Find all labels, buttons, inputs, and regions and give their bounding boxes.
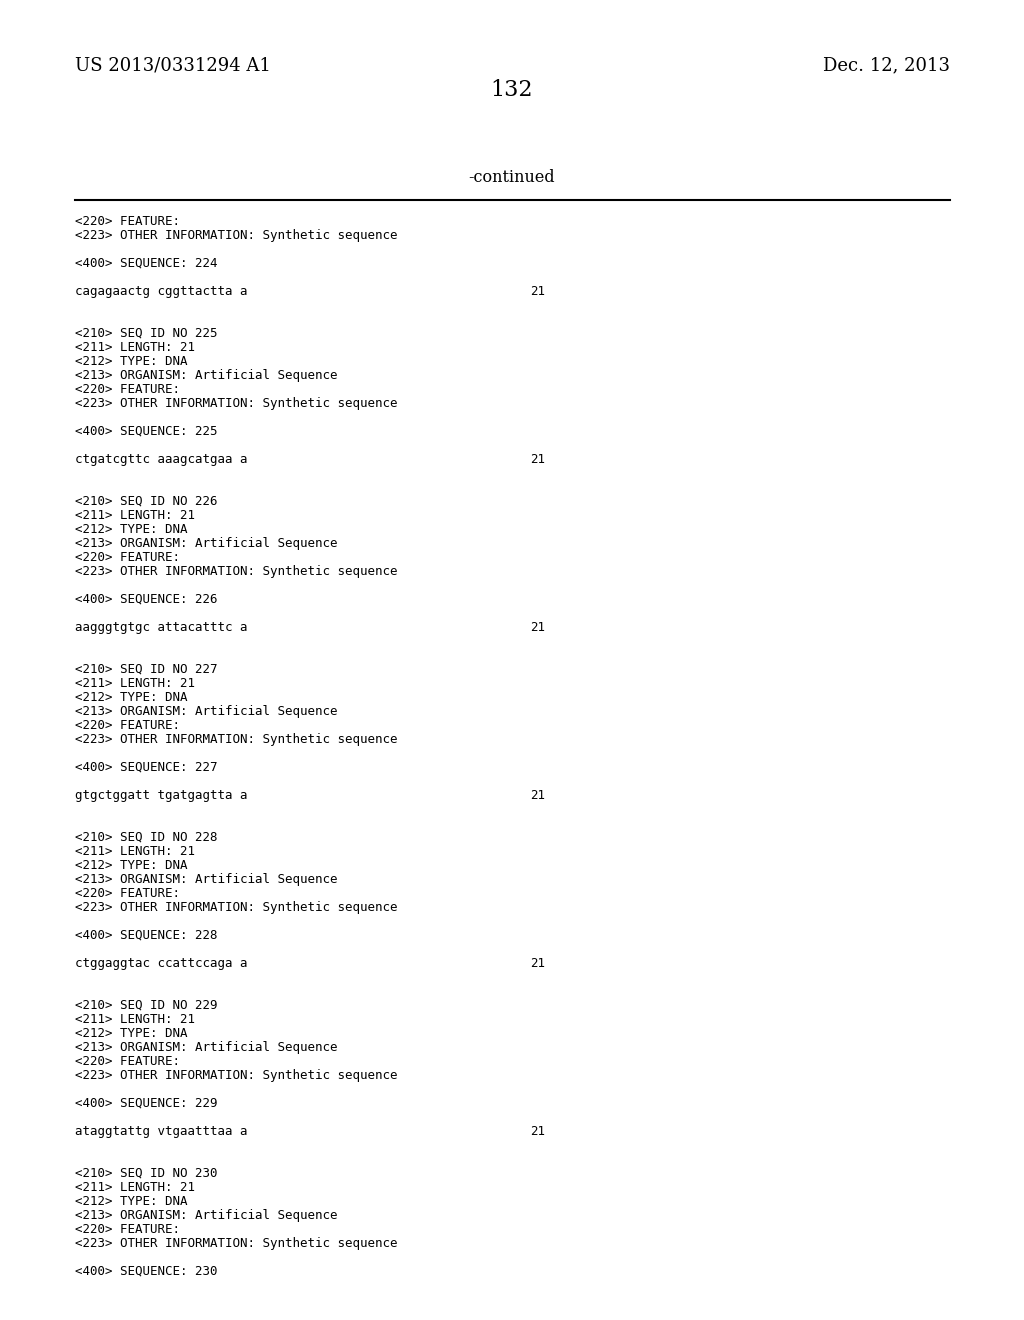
Text: <400> SEQUENCE: 226: <400> SEQUENCE: 226 bbox=[75, 593, 217, 606]
Text: -continued: -continued bbox=[469, 169, 555, 186]
Text: <220> FEATURE:: <220> FEATURE: bbox=[75, 383, 180, 396]
Text: <220> FEATURE:: <220> FEATURE: bbox=[75, 887, 180, 900]
Text: <211> LENGTH: 21: <211> LENGTH: 21 bbox=[75, 1012, 195, 1026]
Text: <210> SEQ ID NO 230: <210> SEQ ID NO 230 bbox=[75, 1167, 217, 1180]
Text: gtgctggatt tgatgagtta a: gtgctggatt tgatgagtta a bbox=[75, 789, 248, 803]
Text: 21: 21 bbox=[530, 285, 545, 298]
Text: <213> ORGANISM: Artificial Sequence: <213> ORGANISM: Artificial Sequence bbox=[75, 537, 338, 550]
Text: <213> ORGANISM: Artificial Sequence: <213> ORGANISM: Artificial Sequence bbox=[75, 1041, 338, 1053]
Text: <211> LENGTH: 21: <211> LENGTH: 21 bbox=[75, 677, 195, 690]
Text: aagggtgtgc attacatttc a: aagggtgtgc attacatttc a bbox=[75, 620, 248, 634]
Text: <400> SEQUENCE: 225: <400> SEQUENCE: 225 bbox=[75, 425, 217, 438]
Text: <400> SEQUENCE: 229: <400> SEQUENCE: 229 bbox=[75, 1097, 217, 1110]
Text: <211> LENGTH: 21: <211> LENGTH: 21 bbox=[75, 341, 195, 354]
Text: 21: 21 bbox=[530, 789, 545, 803]
Text: <212> TYPE: DNA: <212> TYPE: DNA bbox=[75, 355, 187, 368]
Text: 132: 132 bbox=[490, 79, 534, 102]
Text: <223> OTHER INFORMATION: Synthetic sequence: <223> OTHER INFORMATION: Synthetic seque… bbox=[75, 228, 397, 242]
Text: <211> LENGTH: 21: <211> LENGTH: 21 bbox=[75, 510, 195, 521]
Text: cagagaactg cggttactta a: cagagaactg cggttactta a bbox=[75, 285, 248, 298]
Text: <223> OTHER INFORMATION: Synthetic sequence: <223> OTHER INFORMATION: Synthetic seque… bbox=[75, 1069, 397, 1082]
Text: US 2013/0331294 A1: US 2013/0331294 A1 bbox=[75, 57, 270, 75]
Text: 21: 21 bbox=[530, 957, 545, 970]
Text: <223> OTHER INFORMATION: Synthetic sequence: <223> OTHER INFORMATION: Synthetic seque… bbox=[75, 733, 397, 746]
Text: ataggtattg vtgaatttaa a: ataggtattg vtgaatttaa a bbox=[75, 1125, 248, 1138]
Text: <212> TYPE: DNA: <212> TYPE: DNA bbox=[75, 859, 187, 873]
Text: <210> SEQ ID NO 226: <210> SEQ ID NO 226 bbox=[75, 495, 217, 508]
Text: <212> TYPE: DNA: <212> TYPE: DNA bbox=[75, 1027, 187, 1040]
Text: <211> LENGTH: 21: <211> LENGTH: 21 bbox=[75, 1181, 195, 1195]
Text: <213> ORGANISM: Artificial Sequence: <213> ORGANISM: Artificial Sequence bbox=[75, 705, 338, 718]
Text: ctgatcgttc aaagcatgaa a: ctgatcgttc aaagcatgaa a bbox=[75, 453, 248, 466]
Text: 21: 21 bbox=[530, 620, 545, 634]
Text: <213> ORGANISM: Artificial Sequence: <213> ORGANISM: Artificial Sequence bbox=[75, 1209, 338, 1222]
Text: <220> FEATURE:: <220> FEATURE: bbox=[75, 550, 180, 564]
Text: <213> ORGANISM: Artificial Sequence: <213> ORGANISM: Artificial Sequence bbox=[75, 370, 338, 381]
Text: <212> TYPE: DNA: <212> TYPE: DNA bbox=[75, 690, 187, 704]
Text: Dec. 12, 2013: Dec. 12, 2013 bbox=[823, 57, 950, 75]
Text: <400> SEQUENCE: 228: <400> SEQUENCE: 228 bbox=[75, 929, 217, 942]
Text: <220> FEATURE:: <220> FEATURE: bbox=[75, 1224, 180, 1236]
Text: <213> ORGANISM: Artificial Sequence: <213> ORGANISM: Artificial Sequence bbox=[75, 873, 338, 886]
Text: <220> FEATURE:: <220> FEATURE: bbox=[75, 719, 180, 733]
Text: <210> SEQ ID NO 228: <210> SEQ ID NO 228 bbox=[75, 832, 217, 843]
Text: <400> SEQUENCE: 227: <400> SEQUENCE: 227 bbox=[75, 762, 217, 774]
Text: <400> SEQUENCE: 230: <400> SEQUENCE: 230 bbox=[75, 1265, 217, 1278]
Text: <400> SEQUENCE: 224: <400> SEQUENCE: 224 bbox=[75, 257, 217, 271]
Text: <211> LENGTH: 21: <211> LENGTH: 21 bbox=[75, 845, 195, 858]
Text: <210> SEQ ID NO 229: <210> SEQ ID NO 229 bbox=[75, 999, 217, 1012]
Text: <212> TYPE: DNA: <212> TYPE: DNA bbox=[75, 1195, 187, 1208]
Text: <220> FEATURE:: <220> FEATURE: bbox=[75, 215, 180, 228]
Text: <223> OTHER INFORMATION: Synthetic sequence: <223> OTHER INFORMATION: Synthetic seque… bbox=[75, 565, 397, 578]
Text: <212> TYPE: DNA: <212> TYPE: DNA bbox=[75, 523, 187, 536]
Text: <223> OTHER INFORMATION: Synthetic sequence: <223> OTHER INFORMATION: Synthetic seque… bbox=[75, 902, 397, 913]
Text: 21: 21 bbox=[530, 453, 545, 466]
Text: ctggaggtac ccattccaga a: ctggaggtac ccattccaga a bbox=[75, 957, 248, 970]
Text: <223> OTHER INFORMATION: Synthetic sequence: <223> OTHER INFORMATION: Synthetic seque… bbox=[75, 397, 397, 411]
Text: <223> OTHER INFORMATION: Synthetic sequence: <223> OTHER INFORMATION: Synthetic seque… bbox=[75, 1237, 397, 1250]
Text: <220> FEATURE:: <220> FEATURE: bbox=[75, 1055, 180, 1068]
Text: 21: 21 bbox=[530, 1125, 545, 1138]
Text: <210> SEQ ID NO 225: <210> SEQ ID NO 225 bbox=[75, 327, 217, 341]
Text: <210> SEQ ID NO 227: <210> SEQ ID NO 227 bbox=[75, 663, 217, 676]
